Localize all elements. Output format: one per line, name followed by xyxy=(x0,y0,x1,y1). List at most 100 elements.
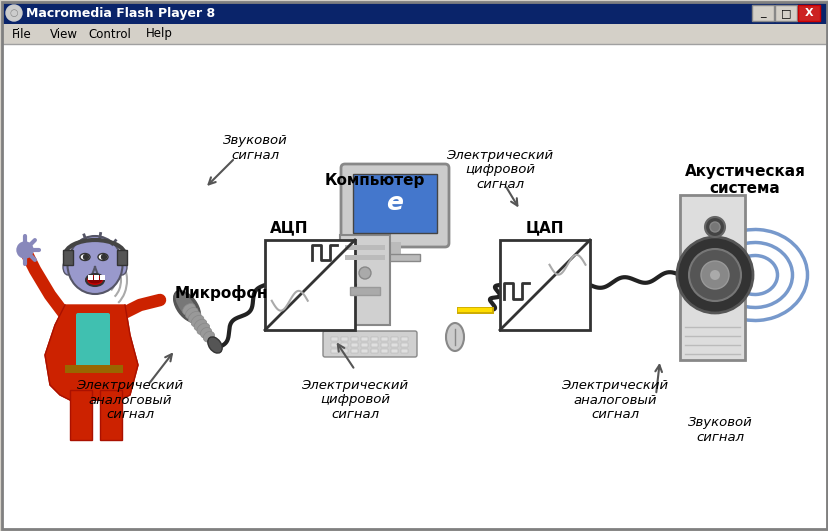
Ellipse shape xyxy=(174,291,200,322)
Ellipse shape xyxy=(208,337,222,353)
Bar xyxy=(63,250,73,265)
Text: Macromedia Flash Player 8: Macromedia Flash Player 8 xyxy=(26,6,214,20)
Bar xyxy=(350,349,358,353)
Text: X: X xyxy=(804,8,812,18)
Circle shape xyxy=(709,222,720,232)
Ellipse shape xyxy=(63,259,73,275)
Bar xyxy=(391,337,397,341)
Text: Электрический
аналоговый
сигнал: Электрический аналоговый сигнал xyxy=(76,379,183,422)
Ellipse shape xyxy=(182,304,195,315)
Bar xyxy=(499,240,590,330)
Bar xyxy=(401,343,407,347)
Bar xyxy=(94,275,99,280)
Bar xyxy=(117,250,127,265)
Bar xyxy=(360,343,368,347)
Ellipse shape xyxy=(88,277,102,284)
Bar xyxy=(391,349,397,353)
Bar xyxy=(88,275,93,280)
Bar xyxy=(344,255,384,260)
Bar xyxy=(369,254,420,261)
FancyBboxPatch shape xyxy=(340,164,449,247)
Ellipse shape xyxy=(117,259,127,275)
Circle shape xyxy=(704,217,724,237)
FancyBboxPatch shape xyxy=(323,331,416,357)
Circle shape xyxy=(359,267,371,279)
Bar xyxy=(360,349,368,353)
Bar xyxy=(330,337,338,341)
Bar xyxy=(679,195,744,360)
Ellipse shape xyxy=(188,311,201,323)
Bar xyxy=(100,390,122,440)
Bar xyxy=(371,343,378,347)
Bar xyxy=(381,343,388,347)
Bar xyxy=(360,337,368,341)
Text: File: File xyxy=(12,28,31,40)
Bar xyxy=(797,5,819,21)
Text: _: _ xyxy=(759,8,765,18)
Bar xyxy=(340,349,348,353)
Text: Звуковой
сигнал: Звуковой сигнал xyxy=(686,416,752,444)
Bar xyxy=(391,343,397,347)
Bar xyxy=(65,365,123,373)
Circle shape xyxy=(688,249,740,301)
Bar xyxy=(751,5,773,21)
Circle shape xyxy=(17,242,33,258)
Bar xyxy=(2,24,826,44)
Bar xyxy=(350,337,358,341)
Bar xyxy=(388,242,401,254)
Text: ЦАП: ЦАП xyxy=(525,220,564,236)
Circle shape xyxy=(6,5,22,21)
Text: Электрический
цифровой
сигнал: Электрический цифровой сигнал xyxy=(301,379,408,422)
Circle shape xyxy=(101,254,106,260)
Bar xyxy=(339,235,389,325)
Ellipse shape xyxy=(200,328,212,338)
Bar xyxy=(340,337,348,341)
Ellipse shape xyxy=(185,307,198,319)
Polygon shape xyxy=(45,305,137,400)
Text: Электрический
аналоговый
сигнал: Электрический аналоговый сигнал xyxy=(561,379,667,422)
Bar xyxy=(371,349,378,353)
Ellipse shape xyxy=(80,253,90,261)
Bar xyxy=(340,343,348,347)
Circle shape xyxy=(709,270,720,280)
Ellipse shape xyxy=(203,331,214,342)
Text: Звуковой
сигнал: Звуковой сигнал xyxy=(223,134,287,162)
Bar xyxy=(70,390,92,440)
Text: Микрофон: Микрофон xyxy=(175,285,268,301)
Ellipse shape xyxy=(86,274,104,286)
Circle shape xyxy=(700,261,728,289)
Ellipse shape xyxy=(194,319,206,331)
Text: Электрический
цифровой
сигнал: Электрический цифровой сигнал xyxy=(446,149,553,192)
Text: Help: Help xyxy=(146,28,172,40)
Text: ○: ○ xyxy=(10,8,18,18)
Bar xyxy=(401,349,407,353)
Text: Control: Control xyxy=(88,28,131,40)
Bar xyxy=(353,174,436,233)
Text: Акустическая
система: Акустическая система xyxy=(684,164,805,196)
Ellipse shape xyxy=(197,323,209,335)
Bar xyxy=(265,240,354,330)
Bar xyxy=(100,275,105,280)
Text: Компьютер: Компьютер xyxy=(325,173,425,187)
Ellipse shape xyxy=(174,291,200,322)
Bar xyxy=(330,349,338,353)
Ellipse shape xyxy=(445,323,464,351)
Text: View: View xyxy=(50,28,78,40)
Ellipse shape xyxy=(67,236,123,294)
Bar xyxy=(774,5,796,21)
Ellipse shape xyxy=(191,315,204,327)
Bar xyxy=(2,2,826,24)
Bar xyxy=(330,343,338,347)
Text: e: e xyxy=(386,191,403,215)
Bar xyxy=(350,343,358,347)
Bar xyxy=(349,287,379,295)
Ellipse shape xyxy=(175,291,200,322)
Ellipse shape xyxy=(98,253,108,261)
Bar xyxy=(371,337,378,341)
Circle shape xyxy=(676,237,752,313)
Bar xyxy=(381,337,388,341)
FancyBboxPatch shape xyxy=(76,313,110,372)
Bar xyxy=(401,337,407,341)
Bar xyxy=(381,349,388,353)
Circle shape xyxy=(84,254,89,260)
